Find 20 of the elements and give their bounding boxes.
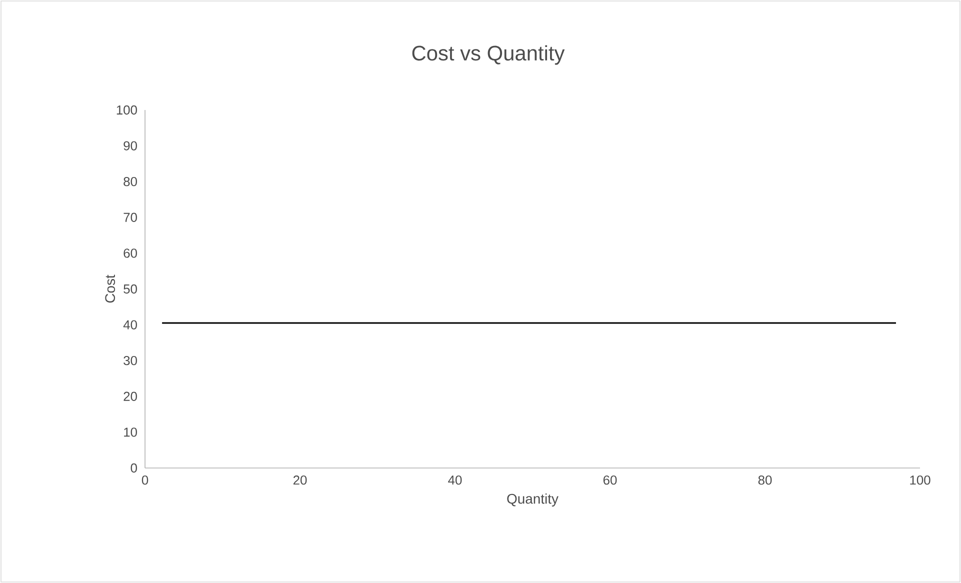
- x-tick-label: 0: [142, 476, 148, 485]
- chart-title: Cost vs Quantity: [412, 45, 565, 65]
- y-tick-label: 100: [116, 105, 137, 115]
- x-tick-label: 80: [758, 476, 772, 485]
- y-tick-label: 40: [123, 320, 137, 330]
- y-tick-label: 50: [124, 284, 137, 294]
- y-tick-label: 90: [124, 141, 137, 150]
- x-tick-label: 100: [910, 476, 930, 485]
- y-tick-label: 80: [124, 176, 137, 186]
- x-tick-label: 20: [293, 476, 307, 485]
- x-tick-label: 40: [448, 476, 462, 485]
- y-axis-title: Cost: [105, 274, 116, 303]
- y-tick-label: 0: [130, 463, 137, 473]
- y-tick-label: 10: [124, 428, 137, 437]
- y-tick-label: 20: [124, 392, 137, 401]
- x-axis-title: Quantity: [507, 494, 558, 507]
- x-tick-label: 60: [603, 476, 617, 485]
- y-tick-label: 60: [124, 248, 137, 258]
- y-tick-label: 30: [124, 356, 137, 366]
- y-tick-label: 70: [124, 212, 137, 222]
